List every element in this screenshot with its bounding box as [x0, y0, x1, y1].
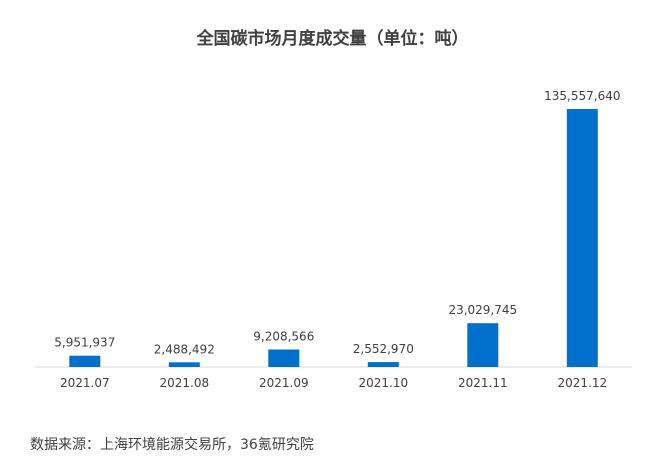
bar-2021.09 [268, 349, 300, 367]
bar-2021.10 [367, 362, 399, 367]
data-label-2021.11: 23,029,745 [448, 303, 517, 317]
x-tick-label-2021.12: 2021.12 [557, 376, 607, 390]
data-label-2021.10: 2,552,970 [353, 342, 414, 356]
chart-title: 全国碳市场月度成交量（单位：吨） [196, 29, 469, 49]
data-source-note: 数据来源：上海环境能源交易所，36氪研究院 [30, 437, 314, 453]
bar-2021.07 [69, 355, 101, 367]
data-label-2021.08: 2,488,492 [154, 342, 215, 356]
x-tick-label-2021.07: 2021.07 [60, 376, 110, 390]
x-tick-label-2021.08: 2021.08 [159, 376, 209, 390]
x-tick-label-2021.11: 2021.11 [458, 376, 508, 390]
x-tick-label-2021.09: 2021.09 [259, 376, 309, 390]
data-label-2021.07: 5,951,937 [54, 336, 115, 350]
data-label-2021.09: 9,208,566 [253, 330, 314, 344]
bar-2021.12 [566, 109, 598, 367]
x-tick-label-2021.10: 2021.10 [358, 376, 408, 390]
bar-2021.11 [467, 323, 499, 367]
bar-2021.08 [168, 362, 200, 367]
data-label-2021.12: 135,557,640 [544, 89, 620, 103]
